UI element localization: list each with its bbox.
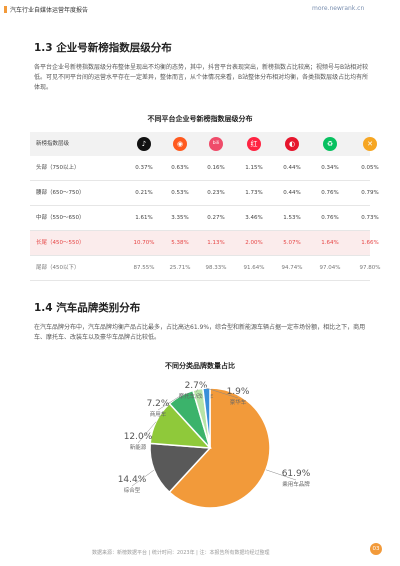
row-separator [30, 205, 370, 206]
pie-category-label: 综合型 [124, 486, 141, 494]
table-cell: 1.15% [245, 165, 263, 171]
table-cell: 98.33% [205, 265, 227, 271]
pie-slice [149, 442, 212, 494]
row-label: 尾部（450以下） [36, 265, 80, 271]
table-cell: 3.46% [245, 215, 263, 221]
table-cell: 0.27% [207, 215, 225, 221]
douyin-icon: ♪ [137, 137, 151, 151]
channels-icon: ✕ [363, 137, 377, 151]
pie-value-label: 12.0% [124, 432, 153, 442]
table-cell: 0.44% [283, 165, 301, 171]
row-separator [30, 280, 370, 281]
report-title: 汽车行业自媒体运营年度报告 [3, 6, 89, 14]
table-cell: 0.23% [207, 190, 225, 196]
table-row: 尾部（450以下） 87.55% 25.71% 98.33% 91.64% 94.74% 9… [30, 256, 380, 281]
table-cell: 0.76% [321, 190, 339, 196]
section-title-1-3: 1.3 企业号新榜指数层级分布 [34, 42, 172, 54]
table-cell: 25.71% [169, 265, 191, 271]
leader-line [157, 395, 181, 411]
pie-value-label: 2.7% [185, 381, 208, 391]
table-cell: 2.00% [245, 240, 263, 246]
row-label: 中部（550～650） [36, 215, 85, 221]
table-row: 头部（750以上） 0.37% 0.63% 0.16% 1.15% 0.44% 0.34% 0… [30, 156, 379, 181]
table-cell: 1.64% [321, 240, 339, 246]
weibo-icon: ◐ [285, 137, 299, 151]
xiaohongshu-icon: 红 [247, 137, 261, 151]
page-header: 汽车行业自媒体运营年度报告 more.newrank.cn [0, 0, 400, 24]
table-cell: 0.05% [361, 165, 379, 171]
pie-category-label: 乘用车品牌 [282, 480, 310, 488]
table-cell: 1.66% [361, 240, 379, 246]
table-cell: 1.53% [283, 215, 301, 221]
table-row: 长尾（450～550） 10.70% 5.38% 1.13% 2.00% 5.07% 1.6… [30, 231, 379, 256]
table-cell: 1.13% [207, 240, 225, 246]
pie-value-label: 14.4% [118, 475, 147, 485]
table-cell: 0.44% [283, 190, 301, 196]
table-cell: 0.34% [321, 165, 339, 171]
table-cell: 0.53% [171, 190, 189, 196]
table-header-label: 新榜指数层级 [36, 141, 70, 147]
table-cell: 87.55% [133, 265, 155, 271]
header-url[interactable]: more.newrank.cn [312, 5, 365, 12]
table-cell: 91.64% [243, 265, 265, 271]
chart-title: 不同分类品牌数量占比 [165, 362, 235, 370]
section-paragraph-1-4: 在汽车品牌分布中，汽车品牌均衡产品占比最多，占比高达61.9%，综合型和新能源车… [34, 324, 366, 341]
section-paragraph-1-3: 各平台企业号新榜指数层级分布整体呈现出不均衡的态势，其中，抖音平台表现突出，新榜… [34, 64, 369, 91]
table-header-row: 新榜指数层级 ♪ ◉ bili 红 ◐ ♻ ✕ [30, 132, 377, 156]
pie-value-label: 7.2% [147, 399, 170, 409]
table-cell: 1.73% [245, 190, 263, 196]
table-cell: 0.21% [135, 190, 153, 196]
leader-line [131, 469, 155, 487]
table-cell: 1.61% [135, 215, 153, 221]
leader-line [195, 389, 199, 393]
table-cell: 0.63% [171, 165, 189, 171]
table-cell: 0.79% [361, 190, 379, 196]
table-cell: 94.74% [281, 265, 303, 271]
table-row: 腰部（650～750） 0.21% 0.53% 0.23% 1.73% 0.44% 0.76… [30, 181, 379, 206]
kuaishou-icon: ◉ [173, 137, 187, 151]
row-separator [30, 180, 370, 181]
pie-category-label: 豪华车 [230, 398, 247, 406]
row-label: 腰部（650～750） [36, 190, 85, 196]
row-separator [30, 230, 370, 231]
footer-note: 数据来源：新榜数据平台 | 统计时间：2023年 | 注：本报告所有数据均经过整… [92, 550, 270, 556]
leader-line [137, 421, 157, 444]
wechat-icon: ♻ [323, 137, 337, 151]
table-cell: 0.73% [361, 215, 379, 221]
table-row: 中部（550～650） 1.61% 3.35% 0.27% 3.46% 1.53% 0.76… [30, 206, 379, 231]
pie-slice [202, 387, 211, 449]
row-separator [30, 255, 370, 256]
section-title-1-4: 1.4 汽车品牌类别分布 [34, 302, 141, 314]
pie-value-label: 61.9% [282, 469, 311, 479]
pie-category-label: 摩托车/改装车 [179, 392, 214, 400]
leader-line [265, 469, 297, 481]
pie-category-label: 商用车 [150, 410, 167, 418]
pie-value-label: 1.9% [227, 387, 250, 397]
row-label: 头部（750以上） [36, 165, 80, 171]
leader-line [206, 387, 239, 399]
table-cell: 0.16% [207, 165, 225, 171]
table-cell: 5.38% [171, 240, 189, 246]
row-label: 长尾（450～550） [36, 240, 85, 246]
table-cell: 97.80% [359, 265, 381, 271]
table-cell: 3.35% [171, 215, 189, 221]
table-cell: 0.37% [135, 165, 153, 171]
page-number: 03 [370, 543, 382, 555]
pie-category-label: 新能源 [130, 443, 147, 451]
table-cell: 5.07% [283, 240, 301, 246]
pie-slice [168, 387, 271, 509]
table-cell: 10.70% [133, 240, 155, 246]
table-cell: 97.04% [319, 265, 341, 271]
bilibili-icon: bili [209, 137, 223, 151]
table-title: 不同平台企业号新榜指数层级分布 [147, 115, 253, 123]
table-cell: 0.76% [321, 215, 339, 221]
